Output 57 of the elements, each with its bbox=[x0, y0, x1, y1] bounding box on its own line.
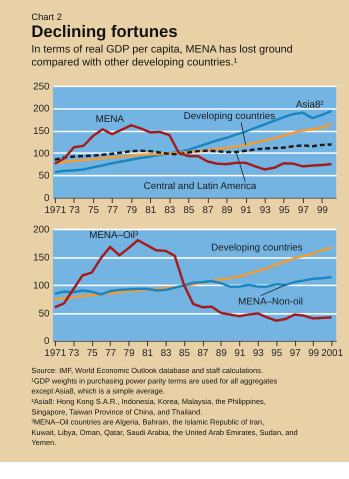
y-tick-label: 250 bbox=[33, 81, 50, 92]
x-tick-label: 97 bbox=[290, 348, 301, 359]
x-tick-label: 85 bbox=[183, 204, 195, 216]
x-tick-label: 91 bbox=[240, 204, 252, 216]
line-series bbox=[54, 124, 333, 171]
y-tick-label: 50 bbox=[38, 170, 50, 182]
x-tick-label: 1971 bbox=[44, 348, 66, 359]
x-tick-label: 93 bbox=[260, 204, 272, 216]
x-tick-label: 83 bbox=[164, 204, 176, 216]
y-tick-label: 0 bbox=[44, 193, 50, 204]
x-tick-label: 95 bbox=[271, 348, 283, 359]
x-tick-label: 75 bbox=[88, 204, 100, 216]
y-tick-label: 100 bbox=[33, 280, 50, 292]
line-series bbox=[54, 110, 333, 174]
x-tick-label: 87 bbox=[202, 204, 214, 216]
x-tick-label: 99 bbox=[308, 348, 320, 359]
line-series bbox=[54, 276, 333, 296]
series-label: Asia8² bbox=[296, 99, 324, 110]
x-tick-label: 89 bbox=[222, 204, 232, 216]
series-label: MENA bbox=[96, 114, 124, 126]
x-tick-label: 1971 bbox=[44, 204, 66, 216]
x-tick-label: 87 bbox=[197, 348, 208, 359]
y-tick-label: 200 bbox=[33, 224, 50, 236]
x-tick-label: 77 bbox=[107, 204, 118, 216]
series-label: MENA–Oil³ bbox=[89, 230, 139, 241]
caption: Chart 2 bbox=[31, 12, 62, 22]
x-tick-label: 73 bbox=[68, 204, 80, 216]
series-label: MENA–Non-oil bbox=[238, 296, 303, 308]
y-tick-label: 100 bbox=[33, 148, 50, 160]
line-series bbox=[54, 238, 333, 322]
series-label: Developing countries bbox=[184, 111, 276, 122]
y-tick-label: 50 bbox=[38, 308, 50, 320]
series-label: Developing countries bbox=[211, 242, 303, 254]
x-tick-label: 77 bbox=[105, 348, 116, 359]
x-tick-label: 81 bbox=[145, 204, 156, 216]
y-tick-label: 200 bbox=[33, 104, 50, 115]
x-tick-label: 83 bbox=[160, 348, 172, 359]
x-tick-label: 81 bbox=[142, 348, 154, 359]
x-tick-label: 93 bbox=[252, 348, 264, 359]
x-tick-label: 75 bbox=[86, 348, 98, 359]
x-tick-label: 79 bbox=[126, 204, 138, 216]
x-tick-label: 85 bbox=[179, 348, 190, 359]
x-tick-label: 73 bbox=[68, 348, 80, 359]
chart-subtitle: In terms of real GDP per capita, MENA has lost ground compared with other developing countries.¹ bbox=[31, 44, 293, 68]
x-tick-label: 89 bbox=[216, 348, 227, 359]
chart-title: Declining fortunes bbox=[31, 22, 178, 41]
y-tick-label: 0 bbox=[44, 336, 50, 348]
line-series bbox=[54, 122, 333, 164]
x-tick-label: 95 bbox=[278, 204, 290, 216]
y-tick-label: 150 bbox=[33, 252, 50, 264]
x-tick-label: 97 bbox=[298, 204, 309, 216]
x-tick-label: 79 bbox=[124, 348, 135, 359]
x-tick-label: 99 bbox=[316, 204, 328, 216]
y-tick-label: 150 bbox=[33, 126, 50, 138]
text: Central and Latin America bbox=[144, 180, 257, 192]
x-tick-label: 91 bbox=[234, 348, 246, 359]
x-tick-label: 2001 bbox=[321, 348, 344, 359]
